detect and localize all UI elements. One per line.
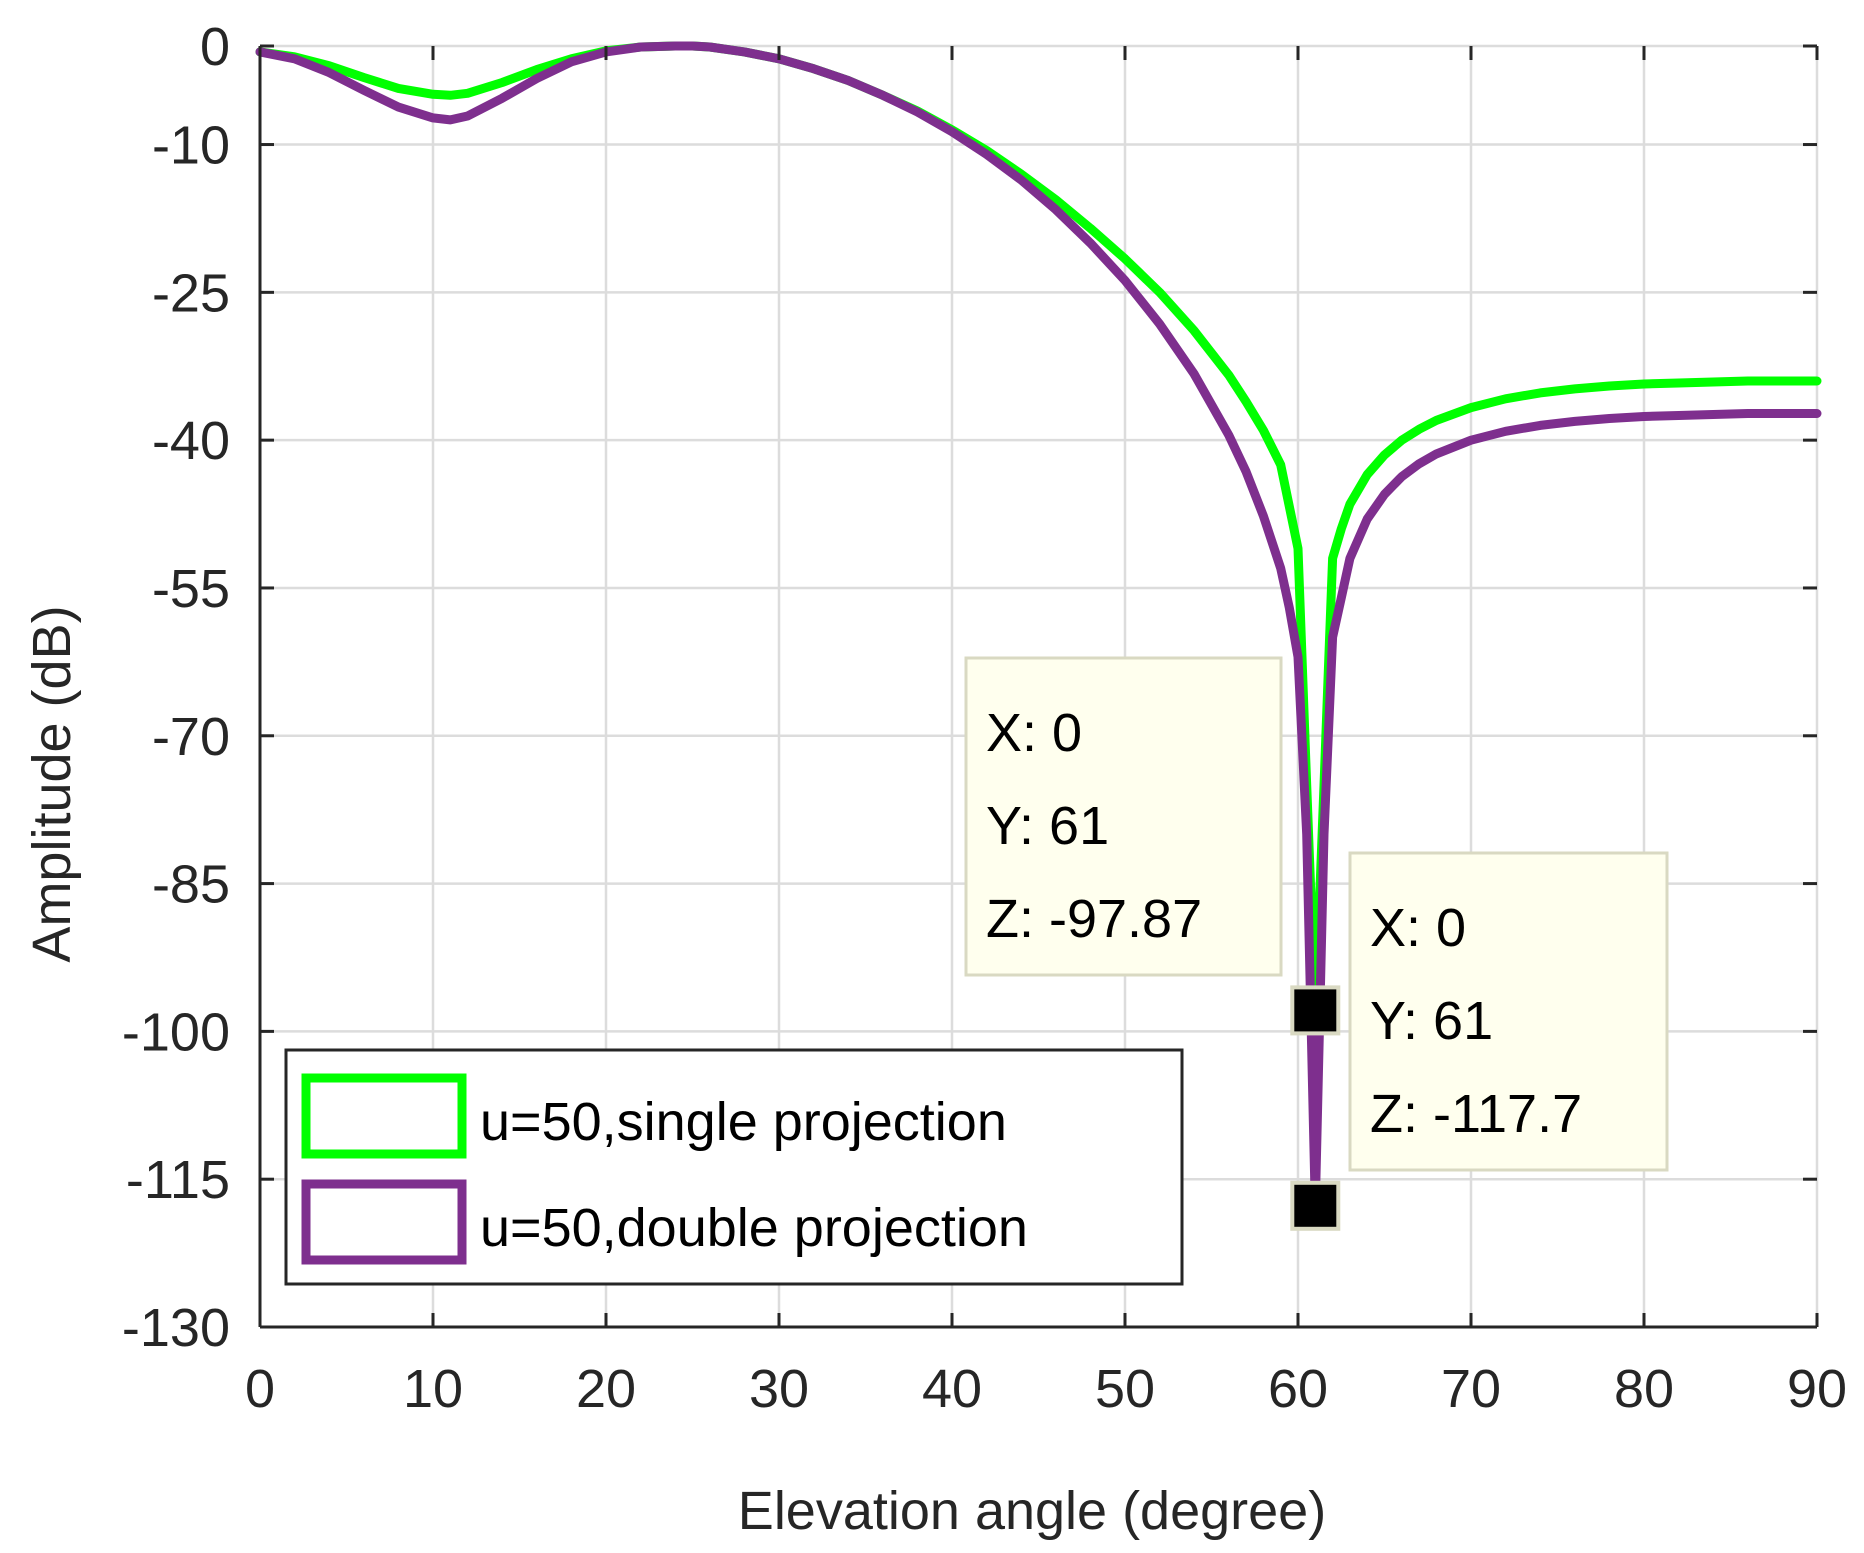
y-tick-label-0: 0 [200,17,230,77]
legend-label-double-projection: u=50,double projection [480,1198,1028,1258]
y-tick-label-5: -70 [152,707,230,767]
legend[interactable]: u=50,single projection u=50,double proje… [284,1048,1184,1286]
y-tick-label-2: -25 [152,263,230,323]
x-tick-label-90: 90 [1787,1359,1847,1419]
x-tick-label-30: 30 [749,1359,809,1419]
x-tick-label-70: 70 [1441,1359,1501,1419]
datatip-2-x: X: 0 [1370,898,1466,958]
datatip-1[interactable]: X: 0 Y: 61 Z: -97.87 [964,656,1283,977]
datatip-marker-1[interactable] [1290,985,1341,1036]
x-tick-label-10: 10 [403,1359,463,1419]
y-tick-label-9: -130 [122,1298,230,1358]
x-tick-label-0: 0 [245,1359,275,1419]
datatip-2[interactable]: X: 0 Y: 61 Z: -117.7 [1348,851,1669,1172]
x-tick-label-20: 20 [576,1359,636,1419]
y-tick-label-3: -40 [152,411,230,471]
series-line-double-projection [255,41,1822,1211]
y-tick-label-7: -100 [122,1002,230,1062]
y-tick-label-6: -85 [152,855,230,915]
datatips[interactable]: X: 0 Y: 61 Z: -97.87 X: 0 Y: 61 Z: -117.… [964,656,1669,1172]
series-group [255,41,1822,1211]
x-tick-label-60: 60 [1268,1359,1328,1419]
x-tick-label-50: 50 [1095,1359,1155,1419]
legend-swatch-double-projection [301,1179,467,1265]
series-line-single-projection [255,41,1822,1015]
y-tick-label-4: -55 [152,559,230,619]
x-tick-label-80: 80 [1614,1359,1674,1419]
x-tick-label-40: 40 [922,1359,982,1419]
y-tick-label-1: -10 [152,116,230,176]
x-axis-title: Elevation angle (degree) [738,1481,1326,1541]
axes [258,44,1819,1329]
datatip-1-y: Y: 61 [986,796,1109,856]
legend-box [284,1048,1184,1286]
tick-labels: 0 10 20 30 40 50 60 70 80 90 0 -10 -25 -40 -55 -70 -85 -1… [122,17,1847,1419]
datatip-1-z: Z: -97.87 [986,889,1202,949]
datatip-marker-2[interactable] [1290,1180,1341,1231]
y-axis-title: Amplitude (dB) [22,605,82,962]
datatip-2-z: Z: -117.7 [1370,1084,1582,1144]
datatip-1-x: X: 0 [986,703,1082,763]
datatip-1-box [964,656,1283,977]
datatip-2-y: Y: 61 [1370,991,1493,1051]
y-tick-label-8: -115 [126,1150,230,1210]
datatip-2-box [1348,851,1669,1172]
legend-label-single-projection: u=50,single projection [480,1092,1007,1152]
datatip-markers [1290,985,1341,1231]
legend-swatch-single-projection [301,1073,467,1159]
